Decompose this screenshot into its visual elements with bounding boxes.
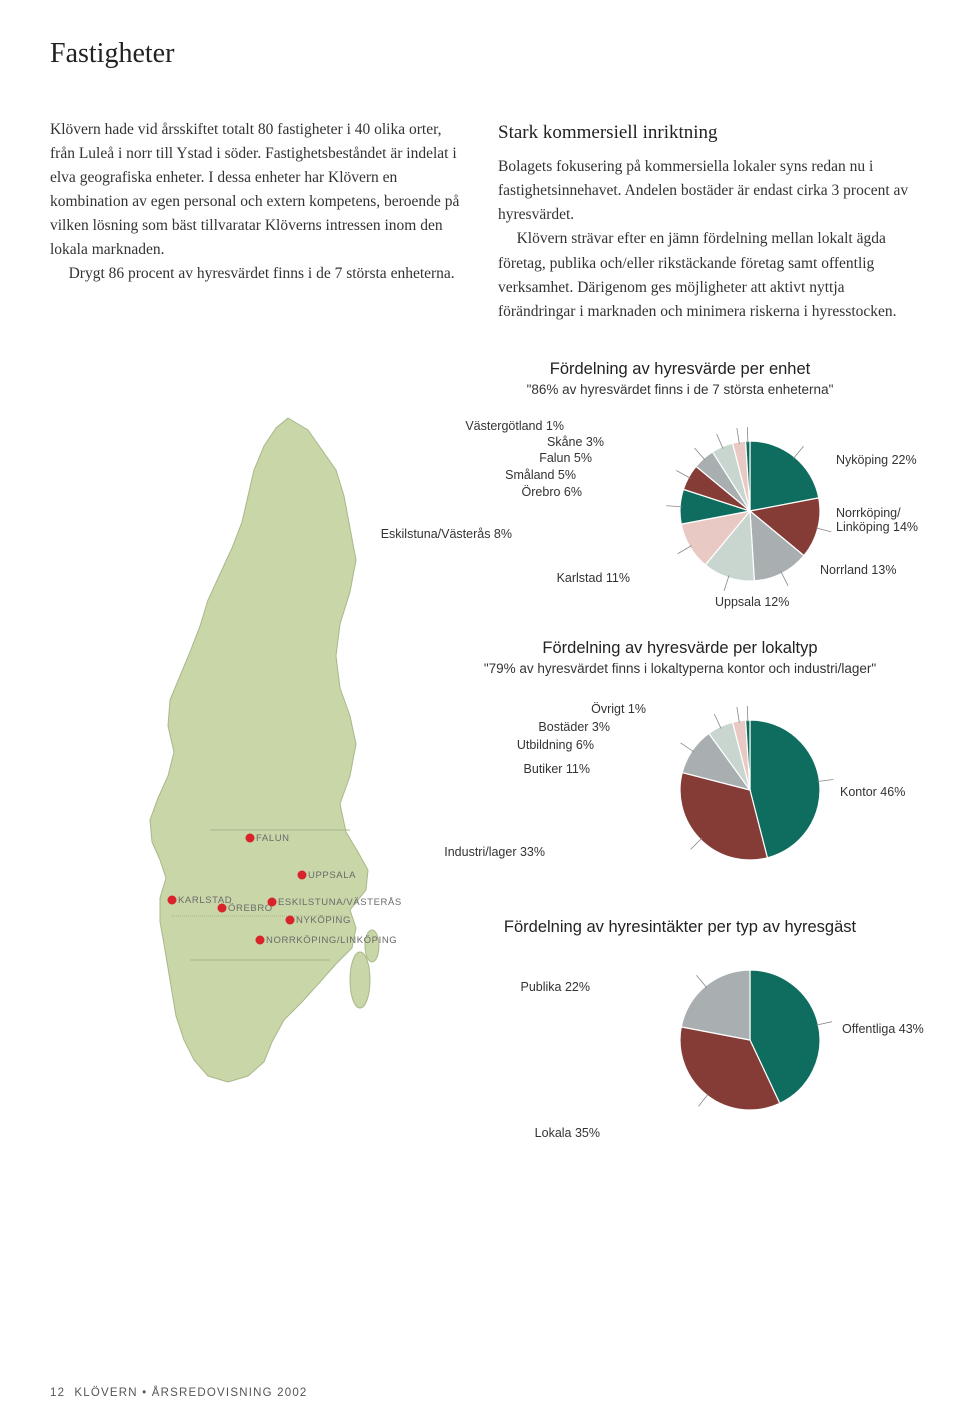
page-number: 12: [50, 1387, 70, 1399]
pie-leader: [694, 448, 705, 460]
body-columns: Klövern hade vid årsskiftet totalt 80 fa…: [50, 118, 910, 324]
city-label: NYKÖPING: [296, 915, 351, 926]
pie-label: Kontor 46%: [840, 785, 905, 799]
left-p2: Drygt 86 procent av hyresvärdet finns i …: [50, 262, 462, 286]
pie-leader: [691, 838, 702, 849]
chart2-pie: Kontor 46%Industri/lager 33%Butiker 11%U…: [450, 690, 910, 890]
pie-label: Industri/lager 33%: [444, 845, 545, 859]
pie-label: Övrigt 1%: [591, 702, 646, 716]
map-area: FALUNUPPSALAKARLSTADÖREBROESKILSTUNA/VÄS…: [50, 360, 430, 1168]
page-title: Fastigheter: [50, 38, 910, 70]
right-heading: Stark kommersiell inriktning: [498, 118, 910, 147]
pie-leader: [676, 470, 690, 478]
chart3-block: Fördelning av hyresintäkter per typ av h…: [450, 918, 910, 1140]
charts-area: Fördelning av hyresvärde per enhet "86% …: [450, 360, 910, 1168]
city-dot: [168, 895, 177, 904]
pie-leader: [793, 446, 803, 458]
city-dot: [246, 833, 255, 842]
chart1-title: Fördelning av hyresvärde per enhet: [450, 360, 910, 379]
city-label: ÖREBRO: [228, 903, 273, 914]
pie-leader: [781, 571, 788, 585]
city-label: ESKILSTUNA/VÄSTERÅS: [278, 897, 402, 908]
city-dot: [298, 870, 307, 879]
right-p1: Bolagets fokusering på kommersiella loka…: [498, 155, 910, 227]
sweden-map: FALUNUPPSALAKARLSTADÖREBROESKILSTUNA/VÄS…: [50, 400, 430, 1100]
pie-leader: [696, 975, 706, 987]
chart1-subtitle: "86% av hyresvärdet finns i de 7 största…: [450, 382, 910, 397]
pie-label: Bostäder 3%: [538, 720, 610, 734]
right-column: Stark kommersiell inriktning Bolagets fo…: [498, 118, 910, 324]
pie-leader: [747, 427, 748, 443]
chart1-pie: Nyköping 22%Norrköping/Linköping 14%Norr…: [450, 411, 910, 611]
city-label: UPPSALA: [308, 870, 356, 881]
chart2-block: Fördelning av hyresvärde per lokaltyp "7…: [450, 639, 910, 890]
chart3-title: Fördelning av hyresintäkter per typ av h…: [450, 918, 910, 937]
pie-leader: [714, 714, 721, 728]
city-label: FALUN: [256, 833, 290, 844]
city-dot: [268, 897, 277, 906]
map-outline: [150, 418, 379, 1082]
right-p2: Klövern strävar efter en jämn fördelning…: [498, 227, 910, 323]
chart3-pie: Offentliga 43%Lokala 35%Publika 22%: [450, 940, 910, 1140]
pie-label: Skåne 3%: [547, 435, 604, 449]
pie-leader: [816, 1021, 832, 1024]
footer: 12 KLÖVERN • ÅRSREDOVISNING 2002: [50, 1387, 308, 1399]
pie-label: Småland 5%: [505, 468, 576, 482]
pie-label: Utbildning 6%: [517, 738, 594, 752]
city-dot: [256, 935, 265, 944]
pie-svg: [450, 940, 910, 1140]
pie-label: Uppsala 12%: [715, 595, 789, 609]
pie-label: Publika 22%: [521, 980, 591, 994]
footer-text: KLÖVERN • ÅRSREDOVISNING 2002: [74, 1387, 307, 1399]
left-column: Klövern hade vid årsskiftet totalt 80 fa…: [50, 118, 462, 324]
chart2-subtitle: "79% av hyresvärdet finns i lokaltyperna…: [450, 661, 910, 676]
pie-leader: [678, 545, 692, 553]
pie-label: Örebro 6%: [522, 485, 582, 499]
pie-leader: [717, 433, 723, 448]
chart1-block: Fördelning av hyresvärde per enhet "86% …: [450, 360, 910, 611]
city-dot: [218, 903, 227, 912]
chart2-title: Fördelning av hyresvärde per lokaltyp: [450, 639, 910, 658]
pie-label: Nyköping 22%: [836, 453, 917, 467]
pie-label: Karlstad 11%: [557, 571, 630, 585]
pie-leader: [747, 706, 748, 722]
pie-label: Eskilstuna/Västerås 8%: [381, 527, 512, 541]
pie-label: Lokala 35%: [535, 1126, 600, 1140]
city-label: NORRKÖPING/LINKÖPING: [266, 935, 397, 946]
lower-section: FALUNUPPSALAKARLSTADÖREBROESKILSTUNA/VÄS…: [50, 360, 910, 1168]
pie-label: Falun 5%: [539, 451, 592, 465]
pie-label: Västergötland 1%: [465, 419, 564, 433]
pie-label: Butiker 11%: [524, 762, 590, 776]
pie-leader: [681, 742, 694, 751]
pie-leader: [724, 575, 729, 590]
pie-leader: [699, 1093, 709, 1106]
pie-label: Offentliga 43%: [842, 1022, 924, 1036]
pie-leader: [816, 527, 831, 531]
left-p1: Klövern hade vid årsskiftet totalt 80 fa…: [50, 118, 462, 262]
city-dot: [286, 915, 295, 924]
pie-label: Norrland 13%: [820, 563, 896, 577]
pie-label: Norrköping/Linköping 14%: [836, 506, 918, 535]
